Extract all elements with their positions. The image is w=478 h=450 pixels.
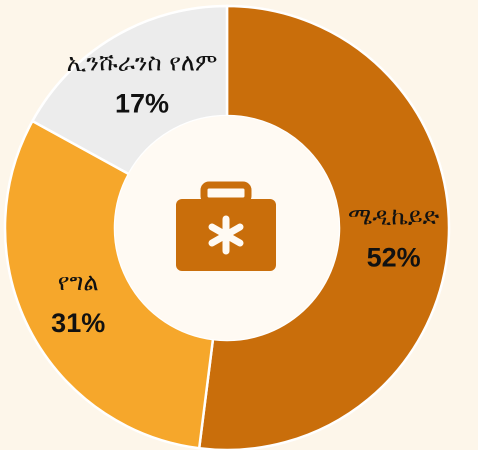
slice-label: የግል bbox=[58, 268, 99, 296]
medical-icon bbox=[176, 181, 276, 271]
labels: ሜዲኬይድ 52% የግል 31% ኢንሹራንስ የለም 17% bbox=[51, 48, 439, 338]
value-label: 52% bbox=[367, 243, 421, 273]
slice-label: ኢንሹራንስ የለም bbox=[67, 48, 218, 76]
value-label: 31% bbox=[51, 308, 105, 338]
value-label: 17% bbox=[115, 88, 169, 118]
slice-label: ሜዲኬይድ bbox=[348, 202, 440, 230]
